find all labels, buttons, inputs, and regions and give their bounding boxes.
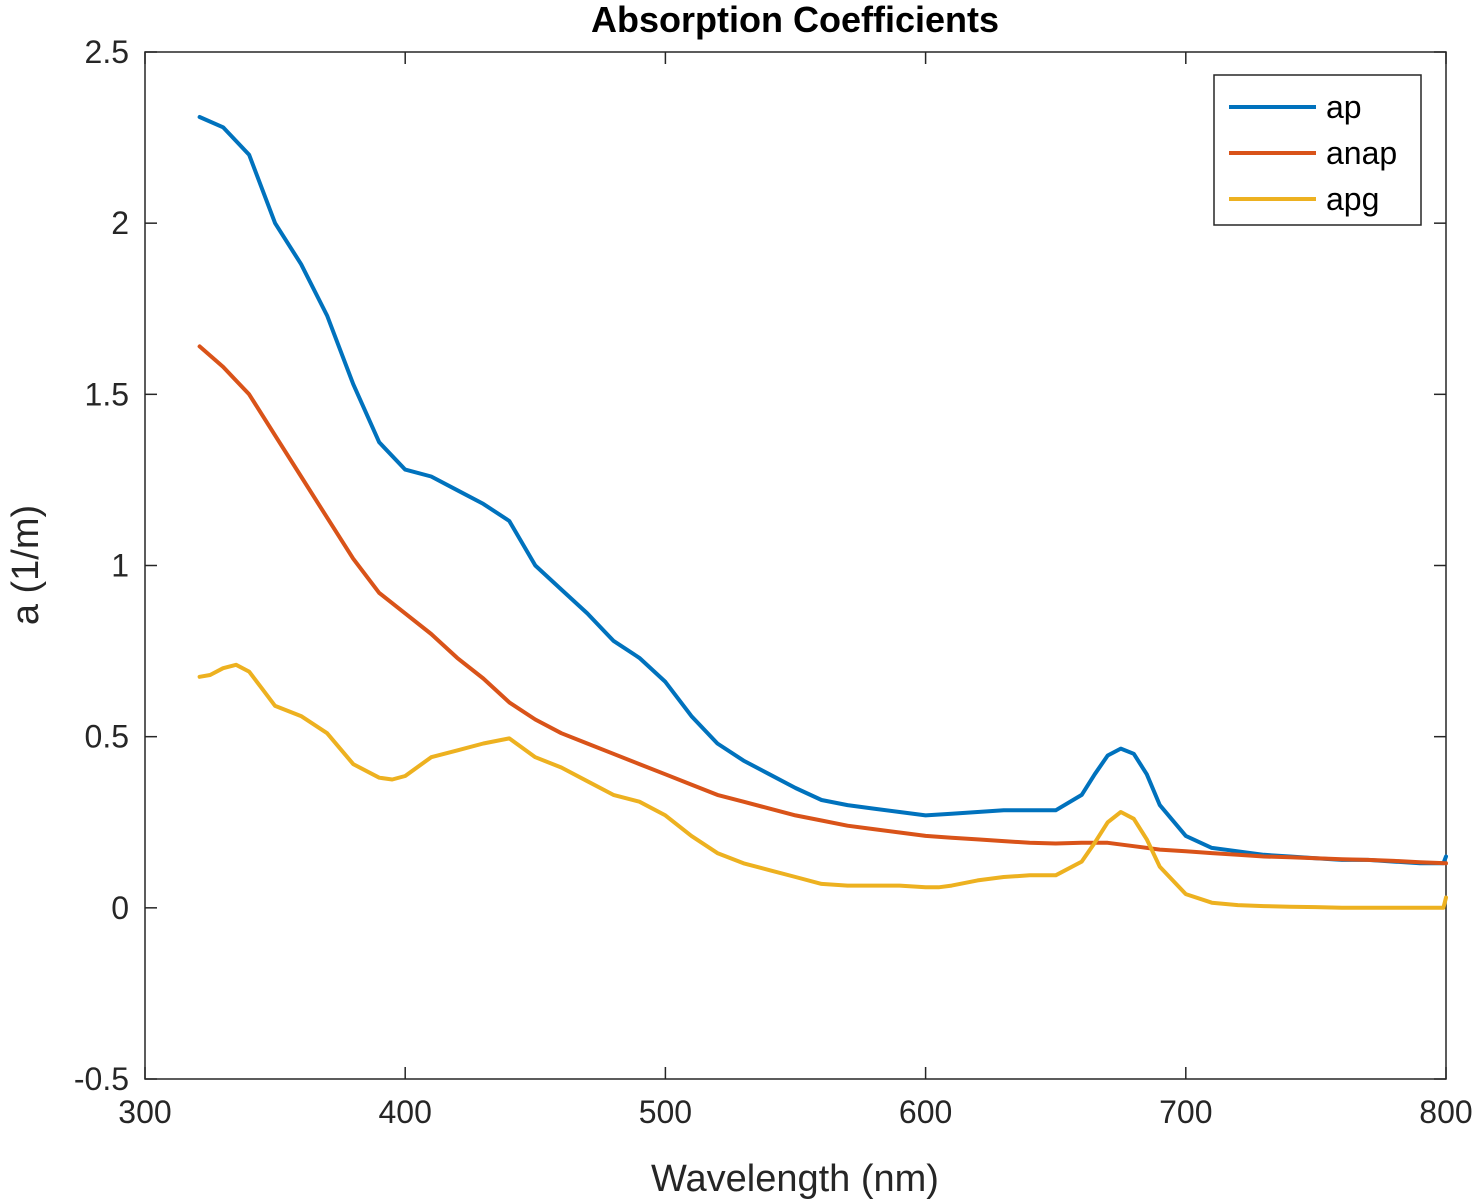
x-tick-label: 600: [899, 1094, 952, 1130]
legend-label-apg: apg: [1326, 181, 1379, 217]
series-layer: [197, 115, 1448, 910]
x-axis-title: Wavelength (nm): [651, 1158, 939, 1200]
legend: ap anap apg: [1213, 74, 1422, 226]
series-line-ap: [197, 115, 1448, 866]
x-tick-label: 300: [118, 1094, 171, 1130]
x-tick-label: 700: [1159, 1094, 1212, 1130]
y-tick-label: 1.5: [85, 376, 129, 412]
y-tick-label: 0: [111, 890, 129, 926]
series-line-anap: [197, 344, 1448, 866]
chart-title: Absorption Coefficients: [591, 0, 999, 40]
series-line-apg: [197, 662, 1448, 910]
axis-ticks: 300 400 500 600 700 800 -0.5 0 0.5 1 1.5 2 2.5: [74, 34, 1473, 1130]
legend-label-ap: ap: [1326, 89, 1362, 125]
x-tick-label: 500: [639, 1094, 692, 1130]
y-tick-label: -0.5: [74, 1061, 129, 1097]
y-tick-label: 2: [111, 205, 129, 241]
x-tick-label: 400: [379, 1094, 432, 1130]
y-tick-label: 2.5: [85, 34, 129, 70]
x-tick-label: 800: [1419, 1094, 1472, 1130]
y-axis-title: a (1/m): [5, 505, 47, 625]
y-tick-label: 0.5: [85, 719, 129, 755]
legend-label-anap: anap: [1326, 135, 1397, 171]
y-tick-label: 1: [111, 548, 129, 584]
